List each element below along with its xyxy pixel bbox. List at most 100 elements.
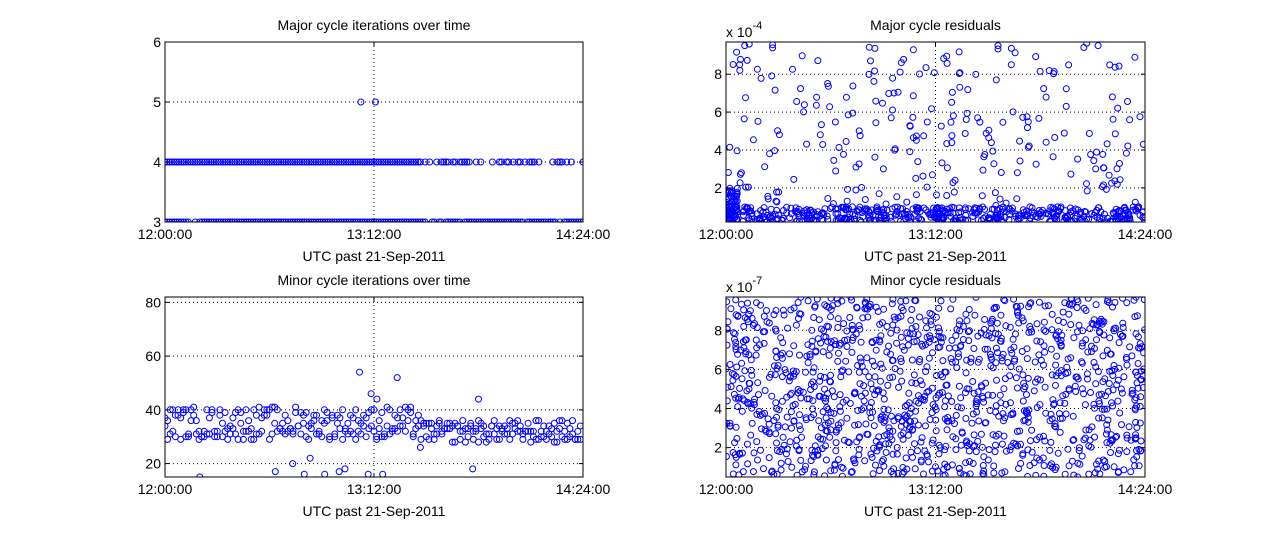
data-point [416, 443, 424, 451]
data-point [778, 354, 786, 362]
data-point [1018, 314, 1026, 322]
data-point [363, 218, 371, 222]
data-point [858, 184, 866, 191]
data-point [345, 218, 352, 222]
data-point [333, 218, 341, 222]
data-point [945, 344, 953, 352]
data-point [916, 355, 924, 363]
data-point [864, 313, 872, 321]
data-point [922, 422, 929, 430]
data-point [981, 151, 989, 158]
data-point [335, 158, 343, 166]
data-point [924, 208, 932, 216]
data-point [862, 206, 870, 214]
data-point [965, 385, 973, 393]
data-point [377, 158, 385, 166]
data-point [870, 422, 878, 430]
data-point [796, 411, 803, 419]
data-point [266, 218, 273, 222]
data-point [740, 323, 748, 330]
data-point [1096, 319, 1104, 327]
data-point [475, 218, 482, 222]
data-point [865, 373, 873, 381]
data-point [929, 349, 936, 357]
data-point [191, 158, 199, 166]
data-point [370, 158, 378, 166]
data-point [965, 337, 973, 345]
data-point [1057, 341, 1065, 349]
data-point [872, 461, 879, 469]
data-point [305, 218, 313, 222]
data-point [840, 436, 848, 444]
data-point [773, 206, 781, 214]
data-point [872, 119, 880, 127]
data-point [214, 218, 222, 222]
data-point [1123, 434, 1131, 442]
data-point [1041, 383, 1049, 391]
data-point [964, 216, 972, 222]
data-point [367, 390, 375, 398]
data-point [775, 211, 782, 219]
data-point [1139, 384, 1145, 392]
data-point [975, 355, 983, 363]
data-point [428, 218, 436, 222]
data-point [835, 349, 842, 357]
data-point [972, 448, 980, 456]
data-point [563, 218, 571, 222]
data-point [1070, 334, 1078, 342]
data-point [1062, 102, 1070, 110]
data-point [989, 147, 997, 155]
data-point [775, 406, 783, 414]
y-tick-label: 3 [153, 214, 161, 230]
data-point [502, 158, 510, 166]
data-point [1073, 304, 1081, 312]
data-point [305, 158, 313, 166]
data-point [240, 218, 248, 222]
data-point [1021, 383, 1029, 391]
data-point [860, 404, 868, 412]
data-point [861, 368, 869, 376]
data-point [856, 354, 864, 362]
data-point [1028, 426, 1036, 434]
data-point [1094, 42, 1102, 50]
data-point [754, 379, 762, 387]
data-point [991, 304, 999, 312]
data-point [169, 427, 177, 435]
data-point [733, 48, 741, 56]
data-point [883, 323, 891, 330]
data-point [1024, 124, 1031, 132]
data-point [901, 402, 909, 410]
data-point [926, 335, 934, 342]
data-point [373, 395, 381, 403]
data-point [284, 218, 292, 222]
data-point [1085, 470, 1093, 477]
x-tick-label: 12:00:00 [138, 481, 193, 497]
data-point [1117, 385, 1125, 393]
data-point [1072, 373, 1080, 381]
data-point [898, 377, 906, 385]
data-point [817, 372, 825, 380]
data-point [242, 406, 250, 414]
data-point [254, 158, 262, 166]
data-point [469, 465, 477, 473]
data-point [781, 366, 789, 374]
data-point [767, 370, 775, 378]
data-point [303, 218, 311, 222]
data-point [942, 208, 949, 216]
data-point [207, 218, 215, 222]
data-point [380, 433, 388, 441]
data-point [813, 93, 821, 101]
data-point [512, 218, 520, 222]
data-point [1046, 446, 1054, 454]
data-point [970, 345, 978, 352]
data-point [888, 300, 896, 308]
data-point [1058, 331, 1066, 339]
data-point [742, 94, 749, 102]
data-point [266, 435, 273, 443]
data-point [768, 468, 776, 476]
data-point [1115, 364, 1123, 372]
data-point [321, 470, 329, 477]
data-point [941, 368, 949, 376]
data-point [739, 468, 747, 476]
data-point [1140, 297, 1145, 303]
